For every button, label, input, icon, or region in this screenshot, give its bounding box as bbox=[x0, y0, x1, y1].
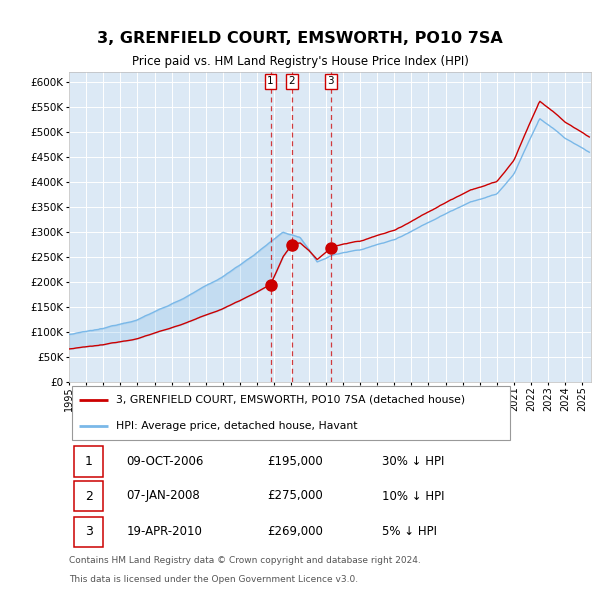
FancyBboxPatch shape bbox=[74, 481, 103, 511]
Text: £195,000: £195,000 bbox=[268, 455, 323, 468]
Text: £275,000: £275,000 bbox=[268, 490, 323, 503]
FancyBboxPatch shape bbox=[71, 386, 510, 440]
Text: 2: 2 bbox=[289, 76, 295, 86]
Text: Contains HM Land Registry data © Crown copyright and database right 2024.: Contains HM Land Registry data © Crown c… bbox=[69, 556, 421, 565]
Text: 09-OCT-2006: 09-OCT-2006 bbox=[127, 455, 204, 468]
Text: £269,000: £269,000 bbox=[268, 525, 323, 538]
Text: 3: 3 bbox=[328, 76, 334, 86]
Text: 3: 3 bbox=[85, 525, 92, 538]
Text: 1: 1 bbox=[267, 76, 274, 86]
Text: 19-APR-2010: 19-APR-2010 bbox=[127, 525, 202, 538]
FancyBboxPatch shape bbox=[74, 516, 103, 547]
Text: 2: 2 bbox=[85, 490, 92, 503]
Text: This data is licensed under the Open Government Licence v3.0.: This data is licensed under the Open Gov… bbox=[69, 575, 358, 584]
Text: Price paid vs. HM Land Registry's House Price Index (HPI): Price paid vs. HM Land Registry's House … bbox=[131, 55, 469, 68]
Text: 5% ↓ HPI: 5% ↓ HPI bbox=[382, 525, 437, 538]
Text: 30% ↓ HPI: 30% ↓ HPI bbox=[382, 455, 445, 468]
Text: 3, GRENFIELD COURT, EMSWORTH, PO10 7SA (detached house): 3, GRENFIELD COURT, EMSWORTH, PO10 7SA (… bbox=[116, 395, 465, 405]
Text: 1: 1 bbox=[85, 455, 92, 468]
FancyBboxPatch shape bbox=[74, 446, 103, 477]
Text: 07-JAN-2008: 07-JAN-2008 bbox=[127, 490, 200, 503]
Text: 10% ↓ HPI: 10% ↓ HPI bbox=[382, 490, 445, 503]
Text: 3, GRENFIELD COURT, EMSWORTH, PO10 7SA: 3, GRENFIELD COURT, EMSWORTH, PO10 7SA bbox=[97, 31, 503, 45]
Text: HPI: Average price, detached house, Havant: HPI: Average price, detached house, Hava… bbox=[116, 421, 358, 431]
